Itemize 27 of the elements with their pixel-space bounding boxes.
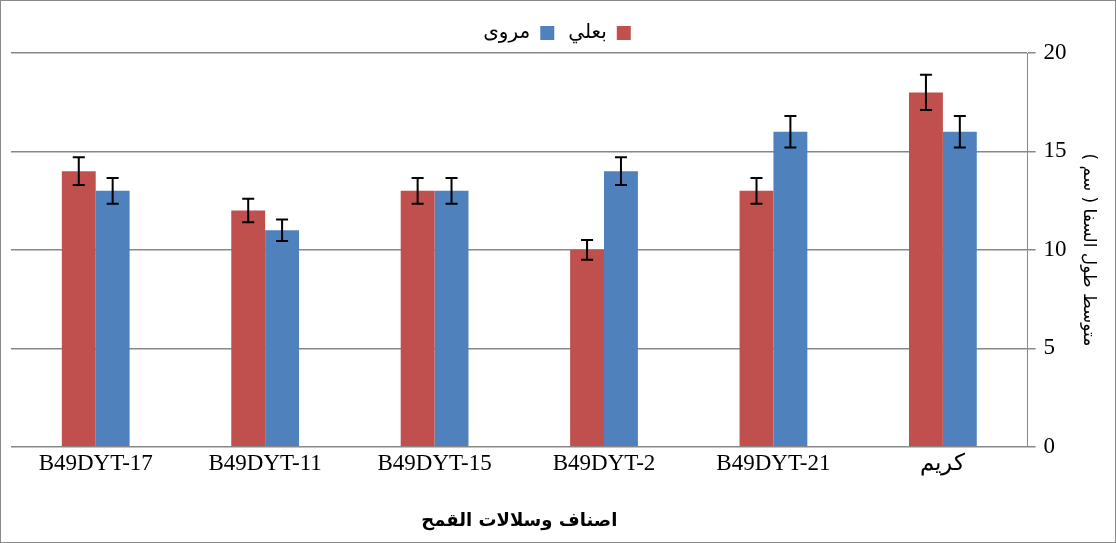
bar bbox=[773, 131, 808, 447]
bar bbox=[95, 190, 130, 447]
x-tick-label: B49DYT-17 bbox=[38, 449, 153, 475]
legend-label: مروى bbox=[483, 19, 531, 44]
y-tick-label: 5 bbox=[1043, 334, 1056, 360]
bar bbox=[570, 249, 605, 447]
y-tick-label: 0 bbox=[1043, 432, 1056, 458]
y-tick-label: 10 bbox=[1043, 235, 1067, 261]
bar bbox=[739, 190, 774, 447]
bar bbox=[400, 190, 435, 447]
x-tick-label: كريم bbox=[920, 449, 966, 476]
bar bbox=[231, 210, 266, 447]
x-axis-title: اصناف وسلالات القمح bbox=[421, 508, 618, 531]
bar bbox=[942, 131, 977, 447]
bar bbox=[604, 171, 638, 447]
x-tick-label: B49DYT-21 bbox=[716, 449, 831, 475]
y-tick-label: 15 bbox=[1043, 137, 1067, 163]
bar bbox=[909, 92, 943, 447]
y-axis-title: متوسط طول السفا ( سم ) bbox=[1079, 153, 1101, 347]
x-tick-label: B49DYT-11 bbox=[208, 449, 322, 475]
legend-label: بعلي bbox=[568, 19, 607, 45]
bar bbox=[61, 171, 96, 447]
y-tick-label: 20 bbox=[1043, 39, 1067, 65]
bar bbox=[434, 190, 469, 447]
x-tick-label: B49DYT-2 bbox=[552, 449, 656, 475]
x-tick-label: B49DYT-15 bbox=[377, 449, 492, 475]
bar bbox=[265, 230, 300, 447]
